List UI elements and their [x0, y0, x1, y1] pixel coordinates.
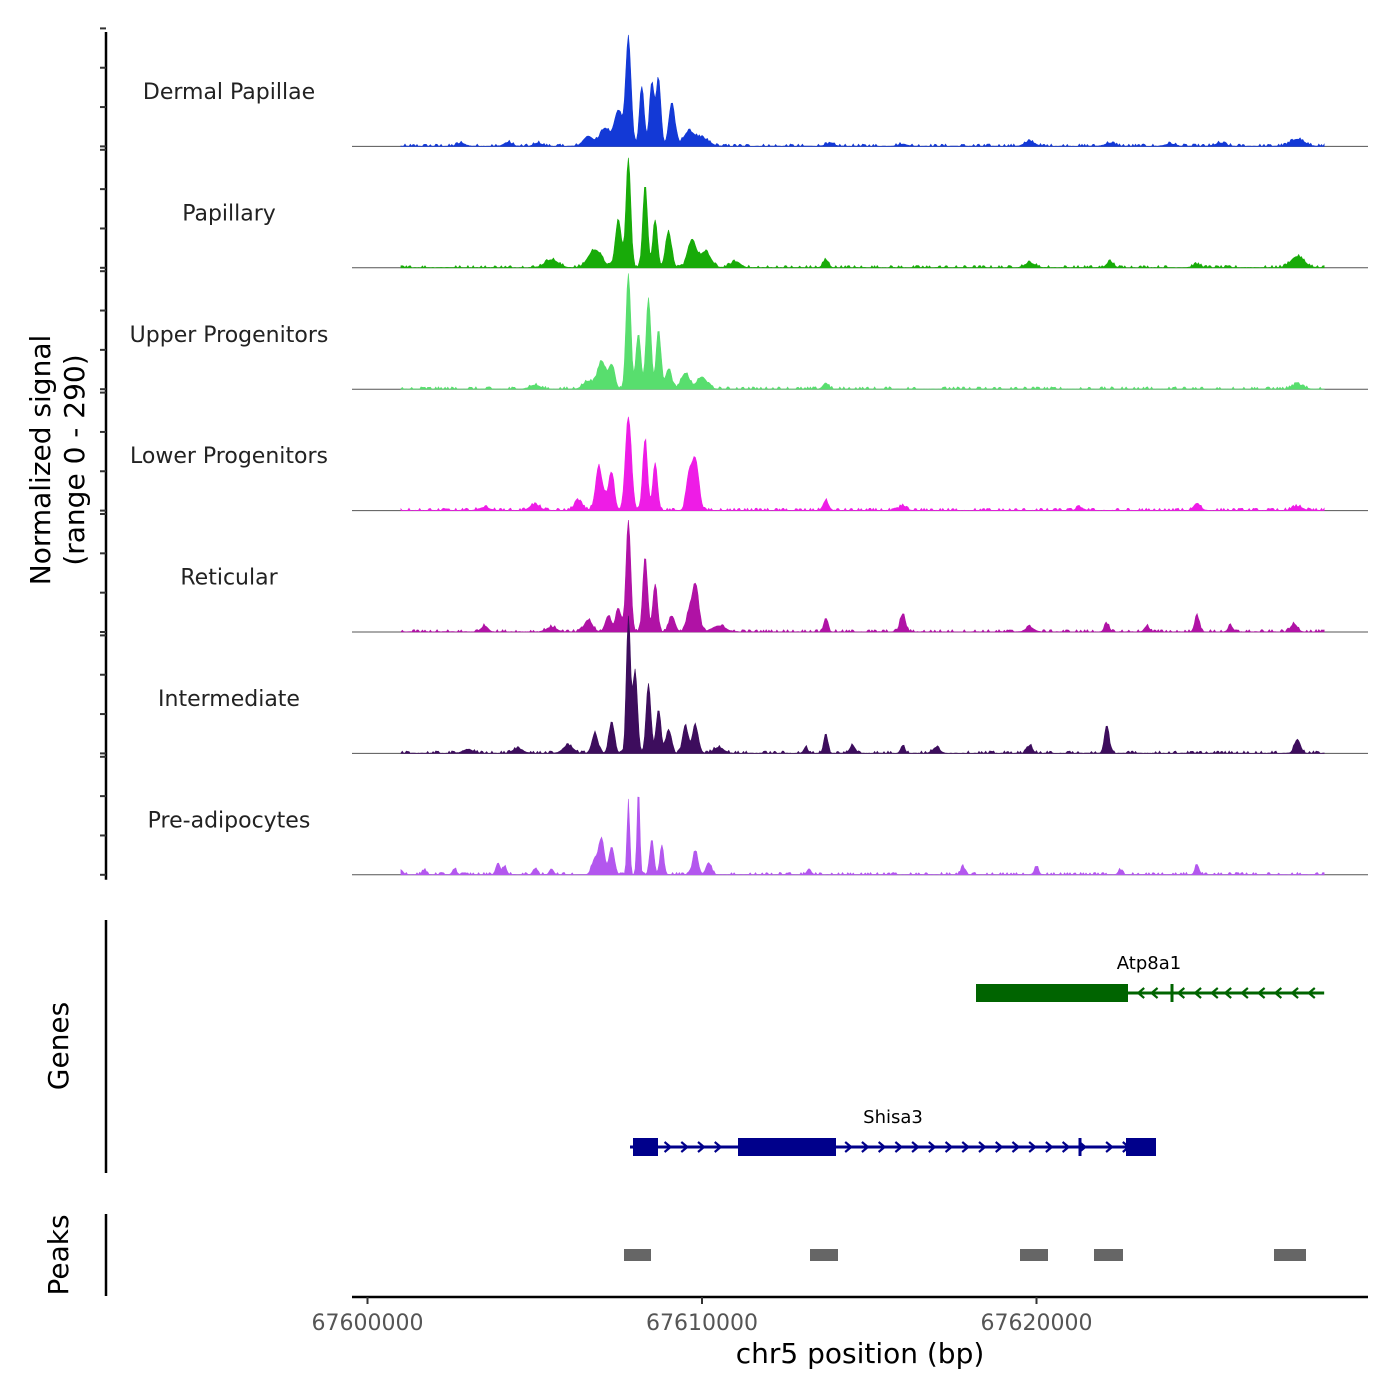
- strand-arrow: [1149, 987, 1159, 999]
- x-tick-label-0: 67600000: [312, 1311, 424, 1336]
- strand-arrow: [877, 1141, 887, 1153]
- y-axis-title: Normalized signal (range 0 - 290): [24, 335, 91, 586]
- signal-area-reticular: [400, 519, 1325, 633]
- peak-region: [810, 1249, 838, 1261]
- strand-arrow: [928, 1141, 937, 1153]
- strand-arrow: [894, 1141, 904, 1153]
- exon: [1126, 1138, 1156, 1156]
- strand-arrow: [1061, 1141, 1071, 1153]
- peak-region: [624, 1249, 651, 1261]
- strand-arrow: [1105, 1141, 1114, 1153]
- peak-region: [1020, 1249, 1048, 1261]
- strand-arrow: [697, 1141, 706, 1153]
- strand-arrow: [1193, 987, 1202, 999]
- strand-arrow: [844, 1141, 853, 1153]
- peak-track: Peaks: [42, 1214, 1306, 1296]
- track-label-reticular: Reticular: [180, 566, 278, 591]
- strand-arrow: [961, 1141, 970, 1153]
- coverage-tracks: Dermal Papillae Papillary Upper Progenitor…: [100, 27, 1368, 880]
- track-intermediate: Intermediate: [100, 615, 1368, 755]
- x-tick-label-2: 67620000: [981, 1311, 1093, 1336]
- gene-label-atp8a1: Atp8a1: [1117, 953, 1181, 974]
- signal-area-lower-progenitors: [400, 416, 1325, 512]
- gene-atp8a1: Atp8a1: [976, 953, 1325, 1002]
- track-papillary: Papillary: [100, 148, 1368, 269]
- strand-arrow: [1273, 987, 1283, 999]
- signal-area-pre-adipocytes: [400, 796, 1325, 876]
- strand-arrow: [1240, 987, 1249, 999]
- y-axis-title-line-1: Normalized signal: [24, 335, 57, 586]
- strand-arrow: [1028, 1141, 1037, 1153]
- strand-arrow: [1136, 987, 1145, 999]
- exon: [633, 1138, 658, 1156]
- exon: [738, 1138, 836, 1156]
- peaks-panel-label: Peaks: [42, 1214, 75, 1295]
- strand-arrow: [1176, 987, 1186, 999]
- track-dermal-papillae: Dermal Papillae: [100, 27, 1368, 148]
- exon: [976, 984, 1128, 1002]
- strand-arrow: [1045, 1141, 1054, 1153]
- track-upper-progenitors: Upper Progenitors: [100, 270, 1368, 391]
- strand-arrow: [663, 1141, 673, 1153]
- gene-track: Genes Atp8a1 Shisa3: [42, 920, 1325, 1173]
- x-axis-title: chr5 position (bp): [736, 1337, 985, 1370]
- signal-area-upper-progenitors: [400, 273, 1325, 390]
- strand-arrow: [1210, 987, 1219, 999]
- signal-area-papillary: [400, 157, 1325, 269]
- track-label-pre-adipocytes: Pre-adipocytes: [148, 808, 311, 833]
- signal-area-intermediate: [400, 615, 1325, 754]
- strand-arrow: [911, 1141, 920, 1153]
- strand-arrow: [1307, 987, 1316, 999]
- gene-shisa3: Shisa3: [630, 1107, 1156, 1156]
- x-axis: chr5 position (bp) 67600000 67610000 67620…: [312, 1295, 1368, 1370]
- track-pre-adipocytes: Pre-adipocytes: [100, 755, 1368, 876]
- track-label-dermal-papillae: Dermal Papillae: [143, 80, 315, 105]
- y-axis-title-line-2: (range 0 - 290): [58, 354, 91, 565]
- strand-arrow: [1223, 987, 1232, 999]
- strand-arrow: [1290, 987, 1299, 999]
- track-label-upper-progenitors: Upper Progenitors: [130, 323, 329, 348]
- strand-arrow: [680, 1141, 689, 1153]
- genes-panel-label: Genes: [42, 1002, 75, 1090]
- track-label-lower-progenitors: Lower Progenitors: [130, 444, 328, 469]
- strand-arrow: [978, 1141, 987, 1153]
- x-tick-label-1: 67610000: [646, 1311, 758, 1336]
- strand-arrow: [1011, 1141, 1021, 1153]
- track-lower-progenitors: Lower Progenitors: [100, 391, 1368, 512]
- peak-region: [1094, 1249, 1123, 1261]
- track-label-papillary: Papillary: [182, 201, 276, 226]
- signal-area-dermal-papillae: [400, 34, 1325, 147]
- strand-arrow: [714, 1141, 723, 1153]
- track-label-intermediate: Intermediate: [158, 687, 300, 712]
- peak-region: [1274, 1249, 1306, 1261]
- strand-arrow: [944, 1141, 954, 1153]
- strand-arrow: [861, 1141, 870, 1153]
- gene-label-shisa3: Shisa3: [863, 1107, 923, 1128]
- strand-arrow: [1256, 987, 1266, 999]
- track-reticular: Reticular: [100, 513, 1368, 633]
- strand-arrow: [995, 1141, 1004, 1153]
